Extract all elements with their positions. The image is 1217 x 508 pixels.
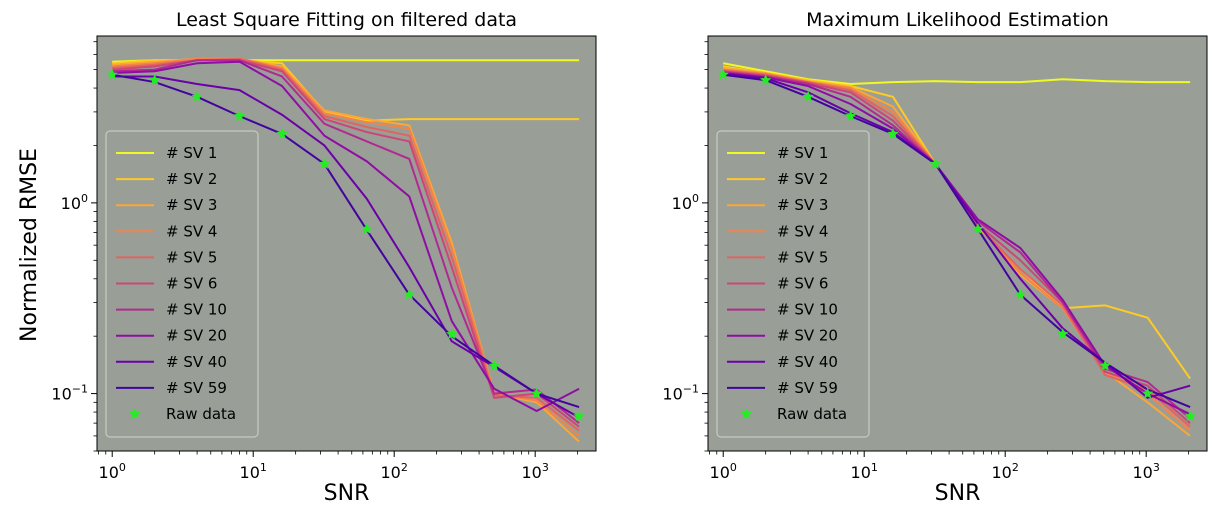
legend-label: # SV 6 [166,275,217,293]
legend-box [716,130,870,438]
legend-label: # SV 1 [777,144,828,162]
raw-data-point [488,359,500,371]
chart-panel-1: Least Square Fitting on filtered data SNR… [51,9,597,506]
legend-label: # SV 20 [166,327,227,345]
raw-data-point [276,127,288,139]
y-tick-label: 10−1 [662,383,699,404]
x-axis-ticks: 100 101 102 103 [709,451,1190,482]
y-axis-label: Normalized RMSE [17,148,42,342]
legend-label: # SV 4 [777,222,828,240]
chart-title: Maximum Likelihood Estimation [806,9,1109,31]
x-axis-ticks: 100 101 102 103 [98,451,579,482]
y-axis-ticks: 10−1 100 [51,41,97,452]
series-line-sv-59 [112,73,580,409]
raw-data-point [1014,288,1027,300]
legend-label: # SV 40 [777,353,838,371]
series-line-sv-20 [723,71,1191,416]
x-tick-label: 100 [710,461,737,482]
raw-data-point [929,157,942,169]
legend-label: # SV 59 [777,379,838,397]
legend-label: # SV 3 [166,196,217,214]
y-tick-label: 100 [61,192,88,213]
raw-data-point [1184,410,1196,422]
raw-data-point [233,110,246,121]
legend-label: # SV 20 [777,327,838,345]
legend-label: # SV 40 [166,353,227,371]
series-group [723,62,1191,437]
x-tick-label: 103 [522,461,549,482]
x-tick-label: 102 [381,461,408,482]
raw-data-point [1099,359,1111,371]
raw-data-point [802,90,814,102]
raw-data-point [106,68,118,80]
raw-data-point [887,127,899,139]
raw-data-markers [717,68,1196,422]
x-axis-label: SNR [935,481,981,506]
axes-frame [707,35,1208,452]
series-group [112,57,580,443]
x-tick-label: 101 [851,461,878,482]
legend-label: # SV 5 [777,248,828,266]
legend: # SV 1 # SV 2 # SV 3 # SV 4 # SV 5 # SV 6 # SV… [105,130,259,438]
legend-label: # SV 6 [777,275,828,293]
raw-data-point [318,157,331,169]
raw-data-point [191,90,203,102]
raw-data-markers [106,68,585,422]
x-tick-label: 102 [992,461,1019,482]
raw-data-point [403,288,416,300]
raw-data-point [759,74,772,86]
legend-label: # SV 2 [777,170,828,188]
y-tick-label: 100 [672,192,699,213]
legend-label: # SV 59 [166,379,227,397]
legend-label: # SV 3 [777,196,828,214]
raw-data-point [530,387,543,399]
chart-title: Least Square Fitting on filtered data [176,9,517,31]
raw-data-point [361,222,373,234]
legend-raw-marker [740,408,752,419]
raw-data-point [573,410,585,422]
legend-label: # SV 10 [777,301,838,319]
legend-label: # SV 5 [166,248,217,266]
raw-data-point [1057,328,1069,339]
y-axis-ticks: 10−1 100 [662,41,708,452]
axes-frame [96,35,597,452]
y-tick-label: 10−1 [51,383,88,404]
series-line-sv-40 [723,72,1191,399]
raw-data-point [717,68,729,80]
raw-data-point [148,74,161,86]
series-line-sv-20 [112,60,580,413]
legend-label: Raw data [777,405,847,423]
legend-label: # SV 10 [166,301,227,319]
raw-data-point [844,110,857,121]
legend-label: # SV 4 [166,222,217,240]
legend-label: # SV 2 [166,170,217,188]
x-tick-label: 101 [240,461,267,482]
series-line-sv-59 [723,73,1191,408]
x-tick-label: 100 [99,461,126,482]
legend-label: # SV 1 [166,144,217,162]
raw-data-point [1141,387,1154,399]
x-tick-label: 103 [1133,461,1160,482]
series-line-sv-1 [723,62,1191,86]
raw-data-point [446,328,458,339]
legend-box [105,130,259,438]
x-axis-label: SNR [324,481,370,506]
legend: # SV 1 # SV 2 # SV 3 # SV 4 # SV 5 # SV 6 # SV… [716,130,870,438]
legend-label: Raw data [166,405,236,423]
legend-raw-marker [129,408,141,419]
raw-data-point [972,222,984,234]
